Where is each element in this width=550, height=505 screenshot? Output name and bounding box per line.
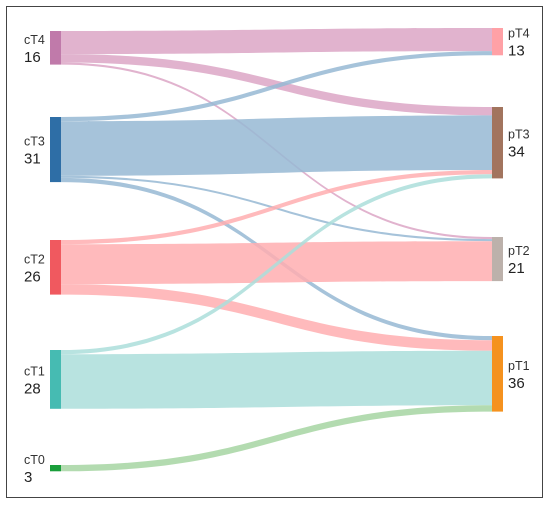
node-pT1 bbox=[492, 336, 503, 412]
node-cT4-count-label: 16 bbox=[24, 49, 41, 66]
node-cT0 bbox=[50, 465, 61, 472]
node-cT2-count-label: 26 bbox=[24, 268, 41, 285]
node-pT2-count-label: 21 bbox=[508, 260, 525, 277]
node-cT3-count-label: 31 bbox=[24, 151, 41, 168]
flow-cT4-to-pT4 bbox=[61, 28, 492, 55]
node-pT1-code-label: pT1 bbox=[508, 359, 530, 373]
node-pT2 bbox=[492, 237, 503, 282]
node-cT2 bbox=[50, 240, 61, 295]
flow-cT1-to-pT1 bbox=[61, 350, 492, 409]
node-cT1-code-label: cT1 bbox=[24, 364, 45, 378]
node-pT4-code-label: pT4 bbox=[508, 27, 530, 41]
node-cT0-code-label: cT0 bbox=[24, 453, 45, 467]
flow-cT2-to-pT1 bbox=[61, 284, 492, 351]
node-cT1 bbox=[50, 350, 61, 409]
flow-cT1-to-pT3 bbox=[61, 174, 492, 355]
flows-layer bbox=[61, 28, 492, 472]
node-cT3 bbox=[50, 117, 61, 183]
node-cT4 bbox=[50, 31, 61, 65]
node-cT3-code-label: cT3 bbox=[24, 135, 45, 149]
nodes-layer bbox=[50, 28, 503, 472]
node-cT2-code-label: cT2 bbox=[24, 252, 45, 266]
node-cT0-count-label: 3 bbox=[24, 469, 32, 486]
node-pT4 bbox=[492, 28, 503, 56]
labels-layer: cT4 16 cT3 31 cT2 26 cT1 28 cT0 3 pT4 13 pT3 34 pT2 21 p… bbox=[24, 27, 530, 486]
node-pT3-code-label: pT3 bbox=[508, 128, 530, 142]
node-cT1-count-label: 28 bbox=[24, 380, 41, 397]
node-cT4-code-label: cT4 bbox=[24, 33, 45, 47]
node-pT4-count-label: 13 bbox=[508, 43, 525, 60]
flow-cT3-to-pT3 bbox=[61, 115, 492, 176]
node-pT2-code-label: pT2 bbox=[508, 244, 530, 258]
flow-cT3-to-pT4 bbox=[61, 51, 492, 122]
node-pT3-count-label: 34 bbox=[508, 144, 525, 161]
flow-cT2-to-pT3 bbox=[61, 170, 492, 245]
node-pT3 bbox=[492, 107, 503, 179]
flow-cT0-to-pT1 bbox=[61, 405, 492, 472]
node-pT1-count-label: 36 bbox=[508, 375, 525, 392]
